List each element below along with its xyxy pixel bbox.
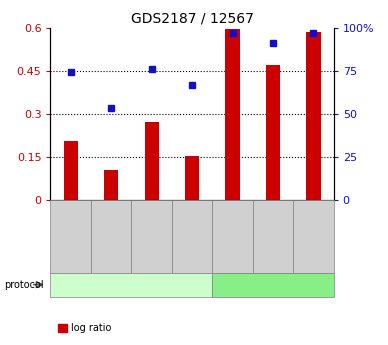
Bar — [144, 122, 159, 200]
Bar — [104, 170, 118, 200]
Text: GSM77339: GSM77339 — [268, 221, 277, 271]
Text: control: control — [114, 280, 148, 289]
Text: GSM77338: GSM77338 — [228, 221, 237, 271]
Bar — [225, 29, 240, 200]
Text: GSM77335: GSM77335 — [107, 221, 116, 271]
Bar — [266, 65, 280, 200]
Text: GSM77340: GSM77340 — [309, 222, 318, 271]
Text: log ratio: log ratio — [71, 323, 111, 333]
Text: protocol: protocol — [4, 280, 43, 289]
Bar — [185, 156, 199, 200]
Title: GDS2187 / 12567: GDS2187 / 12567 — [131, 11, 253, 25]
Bar — [64, 141, 78, 200]
Text: GSM77334: GSM77334 — [66, 222, 75, 271]
Bar — [307, 32, 320, 200]
Text: GSM77336: GSM77336 — [147, 221, 156, 271]
Text: triple-fusion transfected: triple-fusion transfected — [218, 280, 328, 289]
Text: GSM77337: GSM77337 — [187, 221, 197, 271]
